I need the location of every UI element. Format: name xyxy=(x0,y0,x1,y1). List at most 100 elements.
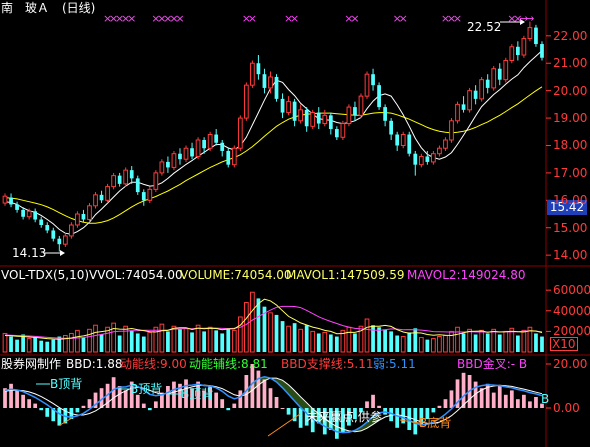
volume-bar-down xyxy=(304,325,309,352)
candle-body-down xyxy=(256,63,261,75)
bbd-bar xyxy=(461,372,466,408)
volume-bar-up xyxy=(87,328,92,353)
signal-marker: × xyxy=(507,12,516,25)
volume-bar-down xyxy=(280,321,285,352)
bbd-bar xyxy=(341,408,345,433)
volume-bar-down xyxy=(129,330,134,352)
bbd-bar xyxy=(226,408,231,411)
bbd-bar xyxy=(123,390,128,408)
bbd-bar xyxy=(528,401,532,408)
bbd-bar xyxy=(172,381,176,408)
volume-bar-up xyxy=(171,325,177,353)
signal-marker: × xyxy=(441,12,450,25)
volume-bar-down xyxy=(485,333,490,352)
signal-marker: × xyxy=(242,12,251,25)
volume-bar-up xyxy=(443,335,448,353)
volume-bar-up xyxy=(527,326,533,353)
volume-bar-down xyxy=(413,328,418,352)
candle-body-down xyxy=(166,161,170,168)
bbd-bar xyxy=(425,408,430,419)
candle-body-down xyxy=(389,120,394,135)
price-axis-label: 21.00 xyxy=(553,56,588,71)
volume-axis-label: 60000 xyxy=(553,283,590,298)
bbd-bar xyxy=(220,399,225,408)
candle-body-up xyxy=(418,155,424,166)
bbd-bar xyxy=(310,408,315,433)
candle-body-down xyxy=(334,129,339,138)
candle-body-up xyxy=(195,139,201,157)
volume-title: VOL-TDX(5,10) xyxy=(1,268,90,282)
volume-axis-label: 40000 xyxy=(553,303,590,318)
candle-body-down xyxy=(45,224,50,231)
volume-bar-down xyxy=(353,333,357,352)
candle-body-up xyxy=(443,139,448,149)
bbd-bar xyxy=(515,399,520,408)
bbd-bar xyxy=(473,381,478,408)
bbd-bar xyxy=(51,408,56,422)
candle-body-down xyxy=(461,104,466,110)
bbd-bar xyxy=(45,408,50,417)
volume-bar-up xyxy=(467,328,472,353)
candle-body-up xyxy=(207,134,213,149)
low-price-label: 14.13 xyxy=(12,246,47,260)
top-divergence-label-2: B顶背 xyxy=(130,382,163,396)
bbd-bar xyxy=(99,388,104,408)
volume-bar-up xyxy=(2,332,8,353)
volume-bar-up xyxy=(400,336,406,353)
candle-body-down xyxy=(371,74,375,86)
bbd-bar xyxy=(21,394,25,408)
bbd-bar xyxy=(184,379,188,408)
bbd-bar xyxy=(3,388,7,408)
bbd-bar xyxy=(196,381,200,408)
bbd-bar xyxy=(485,383,490,408)
candle-body-up xyxy=(62,235,68,245)
volume-bar-up xyxy=(26,338,32,353)
bbd-bar xyxy=(353,408,357,419)
candle-body-down xyxy=(497,68,502,80)
candle-body-up xyxy=(346,106,352,125)
bbd-bar xyxy=(214,392,219,408)
candle-body-down xyxy=(353,107,357,116)
bbd-edge-mark: B xyxy=(541,392,550,406)
signal-marker-arrow: → xyxy=(525,12,534,25)
candle-body-up xyxy=(231,147,237,166)
candle-body-down xyxy=(425,156,430,162)
bbd-bar xyxy=(497,386,502,408)
volume-bar-up xyxy=(75,329,80,353)
candle-body-up xyxy=(2,195,8,204)
signal-marker: × xyxy=(151,12,160,25)
price-axis-label: 19.00 xyxy=(553,111,588,126)
bbd-bar xyxy=(117,386,122,408)
signal-marker: × xyxy=(169,12,178,25)
volume-bar-down xyxy=(274,314,279,352)
volume-bar-down xyxy=(328,334,333,352)
candle-body-down xyxy=(39,219,44,225)
volume-bar-down xyxy=(214,330,219,352)
candle-body-down xyxy=(473,90,478,99)
candle-body-down xyxy=(57,238,62,245)
volume-bar-down xyxy=(383,329,387,352)
candle-body-down xyxy=(226,150,231,165)
volume-bar-up xyxy=(455,326,460,353)
candle-body-up xyxy=(286,101,291,114)
volume-bar-up xyxy=(298,328,304,353)
volume-bar-down xyxy=(226,329,231,352)
volume-bar-down xyxy=(81,337,86,352)
candle-body-up xyxy=(75,213,80,226)
candle-body-down xyxy=(515,46,520,56)
bbd-bar xyxy=(522,394,526,408)
volume-bar-up xyxy=(207,326,213,353)
scale-badge[interactable]: X10 xyxy=(550,337,578,351)
volume-bar-down xyxy=(21,334,25,352)
signal-marker: × xyxy=(103,12,112,25)
volume-bar-up xyxy=(159,323,165,353)
volume-bar-up xyxy=(431,338,436,353)
bbd-momentum-aux-line xyxy=(4,377,543,433)
volume-bar-down xyxy=(515,335,520,352)
candle-body-down xyxy=(534,27,538,45)
signal-marker: × xyxy=(109,12,118,25)
bbd-bar xyxy=(407,408,412,430)
candle-body-up xyxy=(364,73,370,97)
bbd-bar xyxy=(540,403,544,408)
